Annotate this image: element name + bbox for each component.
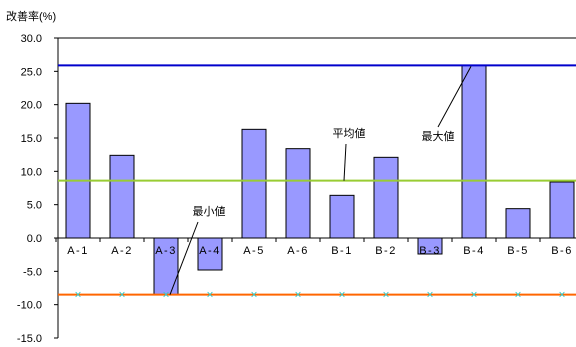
bar-B-4 [461, 64, 487, 239]
y-tick-label: 30.0 [21, 33, 42, 45]
x-tick-label: A-5 [243, 245, 265, 257]
bar-A-5 [241, 128, 267, 239]
annotation-leader [437, 66, 472, 128]
y-tick-label: 20.0 [21, 100, 42, 112]
y-tick-label: 15.0 [21, 133, 42, 145]
annotation-leader [343, 143, 347, 181]
y-tick-label: -10.0 [17, 300, 42, 312]
x-tick-label: A-4 [199, 245, 221, 257]
bar-B-6 [549, 181, 575, 239]
ref-marker: × [118, 288, 125, 302]
x-tick-label: B-3 [419, 245, 441, 257]
x-tick-label: B-4 [463, 245, 485, 257]
bar-B-2 [373, 156, 399, 239]
y-tick-label: 25.0 [21, 66, 42, 78]
y-tick-label: -15.0 [17, 333, 42, 342]
y-axis-label: 改善率(%) [6, 9, 56, 23]
annotation-leader [169, 221, 199, 295]
x-tick-label: A-6 [287, 245, 309, 257]
ref-marker: × [162, 288, 169, 302]
x-tick-label: A-1 [67, 245, 89, 257]
ref-marker: × [426, 288, 433, 302]
x-tick-label: B-2 [375, 245, 397, 257]
ref-marker: × [558, 288, 565, 302]
x-tick-label: A-2 [111, 245, 133, 257]
y-tick-label: 5.0 [27, 200, 42, 212]
bar-A-6 [285, 148, 311, 239]
y-tick-label: 10.0 [21, 166, 42, 178]
ref-marker: × [470, 288, 477, 302]
ref-marker: × [382, 288, 389, 302]
x-tick-label: A-3 [155, 245, 177, 257]
bar-B-5 [505, 208, 531, 239]
ref-marker: × [514, 288, 521, 302]
bar-A-1 [65, 102, 91, 239]
ref-marker: × [250, 288, 257, 302]
ref-marker: × [338, 288, 345, 302]
ref-marker: × [74, 288, 81, 302]
ref-marker: × [294, 288, 301, 302]
x-tick-label: B-6 [551, 245, 573, 257]
x-tick-label: B-5 [507, 245, 529, 257]
annotation-label: 平均値 [333, 127, 366, 140]
bar-A-2 [109, 154, 135, 239]
annotation-label: 最小値 [193, 205, 226, 218]
y-tick-label: -5.0 [23, 266, 42, 278]
x-tick-label: B-1 [331, 245, 353, 257]
y-tick-label: 0.0 [27, 233, 42, 245]
ref-marker: × [206, 288, 213, 302]
bar-B-1 [329, 194, 355, 239]
annotation-label: 最大値 [422, 129, 455, 143]
